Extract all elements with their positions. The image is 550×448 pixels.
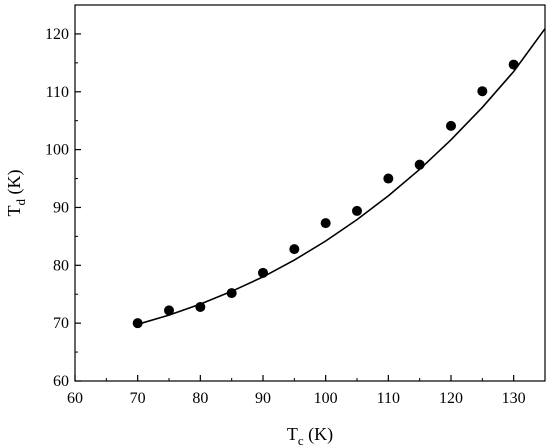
y-axis-title: Td (K) <box>4 170 28 217</box>
x-axis-ticks: 60 70 80 90 100 110 120 130 <box>67 375 526 407</box>
data-point <box>258 267 268 278</box>
data-point <box>132 318 143 329</box>
x-tick-label: 90 <box>255 390 271 407</box>
data-point <box>289 244 300 255</box>
x-tick-label: 110 <box>377 390 400 407</box>
data-point <box>477 86 488 97</box>
x-tick-label: 130 <box>502 390 526 407</box>
y-tick-label: 70 <box>53 315 69 332</box>
data-point <box>320 218 331 229</box>
x-tick-label: 80 <box>192 390 208 407</box>
y-tick-label: 90 <box>53 199 69 216</box>
y-tick-label: 100 <box>45 142 69 159</box>
data-points <box>132 59 519 329</box>
data-point <box>352 205 362 216</box>
x-tick-label: 100 <box>314 390 338 407</box>
x-tick-label: 120 <box>439 390 463 407</box>
x-axis-title-subscript: c <box>298 433 304 448</box>
data-point <box>446 120 456 131</box>
x-tick-label: 70 <box>130 390 146 407</box>
y-axis-title-unit: (K) <box>4 170 25 200</box>
y-tick-label: 120 <box>45 26 69 43</box>
data-point <box>383 173 394 184</box>
x-axis-title-unit: (K) <box>304 424 334 445</box>
fit-curve <box>137 28 546 326</box>
data-point <box>508 59 519 70</box>
y-tick-label: 80 <box>53 257 69 274</box>
plot-area-frame <box>74 4 546 382</box>
data-point <box>226 288 237 299</box>
data-point <box>414 159 425 170</box>
y-tick-label: 110 <box>46 84 69 101</box>
x-tick-label: 60 <box>67 390 83 407</box>
data-point <box>164 305 174 316</box>
y-axis-ticks: 60 70 80 90 100 110 120 <box>45 26 81 390</box>
y-axis-title-subscript: d <box>13 199 28 206</box>
y-tick-label: 60 <box>53 373 69 390</box>
x-axis-title: Tc (K) <box>287 424 333 448</box>
data-point <box>195 301 206 312</box>
